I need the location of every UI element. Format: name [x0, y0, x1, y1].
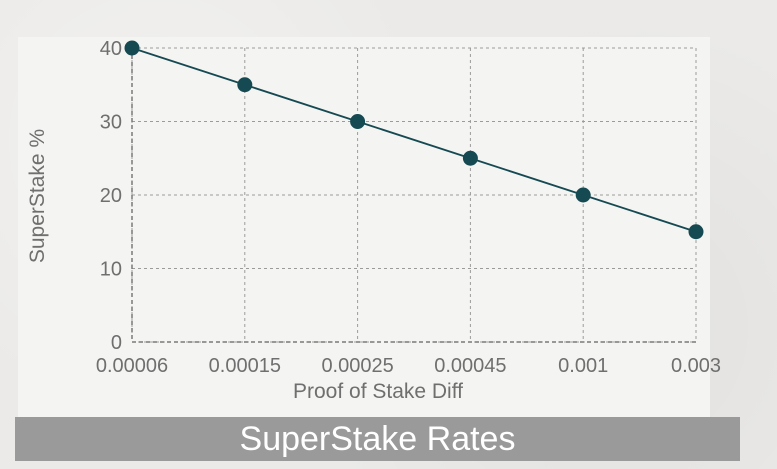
data-point	[350, 114, 366, 129]
series-line	[131, 47, 697, 233]
x-tick-label: 0.00045	[434, 355, 506, 377]
series-layer	[124, 40, 704, 240]
x-tick-label: 0.00025	[321, 355, 393, 377]
y-tick-label: 30	[100, 112, 122, 134]
y-tick-label: 40	[100, 38, 122, 60]
x-tick-label: 0.001	[558, 355, 608, 377]
y-tick-label: 0	[111, 332, 122, 354]
caption-bar: SuperStake Rates	[15, 417, 740, 461]
data-point	[124, 40, 140, 56]
grid-layer	[131, 47, 697, 343]
data-point	[462, 150, 478, 166]
x-axis-label: Proof of Stake Diff	[293, 380, 463, 403]
x-tick-label: 0.00015	[209, 355, 281, 377]
y-tick-label: 10	[100, 259, 122, 281]
x-tick-label: 0.00006	[96, 355, 168, 377]
x-tick-label: 0.003	[671, 355, 721, 377]
y-tick-label: 20	[100, 185, 122, 207]
data-point	[575, 187, 591, 203]
axis-layer	[131, 48, 696, 343]
data-point	[688, 224, 704, 240]
chart-panel	[18, 37, 710, 417]
label-layer: 0 10 20 30 40 0.00006 0.00015 0.00025 0.00045 0.0…	[96, 38, 721, 377]
caption-title: SuperStake Rates	[239, 420, 516, 458]
y-axis-label: SuperStake %	[26, 129, 49, 263]
data-point	[237, 77, 253, 93]
